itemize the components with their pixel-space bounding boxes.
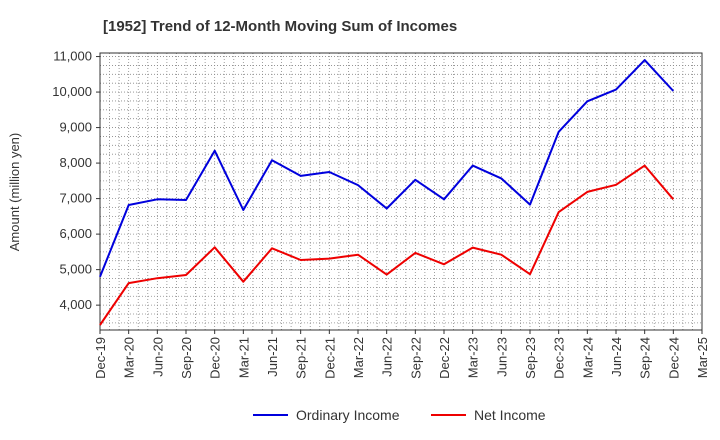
x-tick-label: Dec-24: [666, 337, 681, 379]
y-tick-label: 9,000: [59, 120, 92, 135]
legend-label-net-income: Net Income: [474, 407, 546, 423]
x-tick-label: Jun-24: [609, 337, 624, 377]
x-tick-label: Mar-23: [466, 337, 481, 378]
plot-area: 4,000 5,000 6,000 7,000 8,000 9,000 10,000 11,0…: [52, 49, 710, 379]
x-tick-label: Sep-23: [523, 337, 538, 379]
x-tick-label: Sep-20: [179, 337, 194, 379]
x-tick-label: Jun-23: [494, 337, 509, 377]
x-tick-label: Sep-22: [408, 337, 423, 379]
y-axis-label: Amount (million yen): [7, 133, 22, 252]
y-tick-label: 6,000: [59, 226, 92, 241]
x-tick-label: Mar-24: [580, 337, 595, 378]
x-tick-label: Mar-25: [695, 337, 710, 378]
legend-label-ordinary-income: Ordinary Income: [296, 407, 400, 423]
x-tick-label: Jun-20: [150, 337, 165, 377]
chart-title: [1952] Trend of 12-Month Moving Sum of I…: [103, 18, 457, 35]
x-tick-label: Jun-22: [380, 337, 395, 377]
x-tick-label: Dec-20: [208, 337, 223, 379]
y-tick-label: 4,000: [59, 297, 92, 312]
y-tick-label: 5,000: [59, 262, 92, 277]
x-tick-label: Sep-24: [638, 337, 653, 379]
y-tick-label: 8,000: [59, 155, 92, 170]
plot-frame: [99, 52, 703, 331]
y-tick-label: 7,000: [59, 191, 92, 206]
series-line-net-income: [99, 164, 675, 326]
x-tick-label: Mar-22: [351, 337, 366, 378]
x-tick-label: Dec-21: [322, 337, 337, 379]
y-tick-label: 11,000: [53, 49, 92, 64]
y-tick-label: 10,000: [52, 84, 92, 99]
x-tick-label: Dec-22: [437, 337, 452, 379]
x-tick-label: Jun-21: [265, 337, 280, 377]
legend: Ordinary Income Net Income: [253, 407, 546, 423]
x-tick-label: Dec-23: [552, 337, 567, 379]
x-tick-label: Mar-20: [122, 337, 137, 378]
x-tick-label: Dec-19: [93, 337, 108, 379]
series-line-ordinary-income: [99, 59, 675, 278]
x-tick-label: Sep-21: [294, 337, 309, 379]
x-tick-label: Mar-21: [236, 337, 251, 378]
